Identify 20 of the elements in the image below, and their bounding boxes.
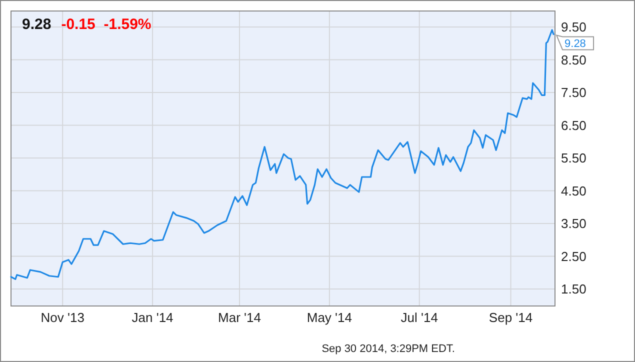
x-tick-label: Jul '14 bbox=[400, 310, 438, 325]
y-tick-label: 2.50 bbox=[561, 248, 586, 264]
x-tick-label: May '14 bbox=[306, 310, 352, 325]
text: Sep 30 2014, 3:29PM EDT. bbox=[322, 343, 455, 355]
y-tick-label: 9.50 bbox=[561, 20, 586, 35]
y-tick-label: 6.50 bbox=[561, 118, 586, 133]
x-tick-label: Nov '13 bbox=[40, 310, 84, 325]
y-tick-label: 7.50 bbox=[561, 85, 586, 100]
y-tick-label: 3.50 bbox=[561, 216, 586, 232]
y-tick-label: 5.50 bbox=[561, 150, 586, 166]
x-tick-label: Sep '14 bbox=[488, 310, 533, 325]
y-tick-label: 4.50 bbox=[561, 183, 586, 198]
chart-subtitle: -0.15 -1.59% bbox=[61, 16, 152, 33]
y-tick-label: 8.50 bbox=[561, 52, 586, 68]
annotation: 9.28 bbox=[564, 38, 586, 50]
line-series bbox=[10, 29, 554, 280]
x-tick-label: Mar '14 bbox=[218, 310, 261, 325]
y-tick-label: 1.50 bbox=[561, 282, 586, 297]
chart-title: 9.28 bbox=[22, 16, 52, 33]
x-tick-label: Jan '14 bbox=[132, 310, 174, 325]
